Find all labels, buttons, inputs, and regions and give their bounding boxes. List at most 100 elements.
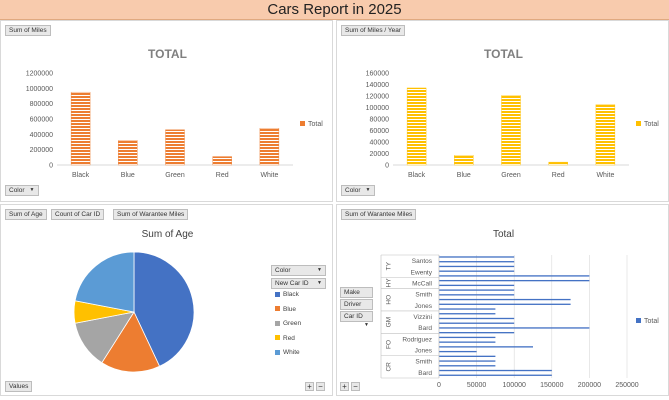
- y-tick-label: 200000: [30, 147, 53, 154]
- warantee-chart-title: Total: [492, 229, 515, 240]
- legend-item-green: Green: [275, 320, 301, 327]
- miles-chart-title: TOTAL: [148, 47, 187, 61]
- driver-label: Smith: [415, 359, 432, 366]
- sum-of-warantee-miles-field-button[interactable]: Sum of Warantee Miles: [341, 209, 417, 220]
- sum-of-warantee-miles-field-button[interactable]: Sum of Warantee Miles: [113, 209, 189, 220]
- sum-of-miles-field-button[interactable]: Sum of Miles: [5, 25, 51, 36]
- legend-swatch: [275, 291, 280, 297]
- bar: [439, 374, 552, 376]
- sum-of-age-field-button[interactable]: Sum of Age: [5, 209, 47, 220]
- x-tick-label: 200000: [578, 382, 601, 389]
- report-title: Cars Report in 2025: [0, 0, 669, 20]
- legend-label: Black: [283, 291, 299, 298]
- color-filter-dropdown[interactable]: Color ▼: [341, 185, 375, 196]
- car-id-row-filter[interactable]: Car ID ▼: [340, 311, 373, 328]
- warantee-bar-chart: 0 50000 100000 150000 200000 250000 Santos Ewen…: [380, 254, 659, 389]
- x-tick-label: 50000: [467, 382, 487, 389]
- expand-field-button[interactable]: +: [340, 382, 349, 391]
- driver-label: Jones: [415, 348, 433, 355]
- miles-panel: Sum of Miles TOTAL 0 200000 400000 600000 80…: [0, 20, 333, 202]
- car-id-row-filter-label: Car ID: [344, 313, 363, 320]
- age-chart-title: Sum of Age: [141, 229, 194, 240]
- bar-black: [70, 91, 91, 166]
- age-pie-chart: [73, 251, 195, 373]
- y-tick-label: 600000: [30, 117, 53, 124]
- x-tick-label: White: [260, 172, 278, 179]
- miles-year-chart-title: TOTAL: [484, 47, 523, 61]
- collapse-field-button[interactable]: −: [316, 382, 325, 391]
- bar: [439, 313, 496, 315]
- color-filter-label: Color: [345, 187, 361, 195]
- legend-swatch: [275, 335, 280, 341]
- legend-label: Total: [644, 318, 659, 325]
- driver-label: Vizzini: [413, 314, 432, 321]
- driver-label: Rodriguez: [402, 336, 432, 343]
- bar: [439, 365, 496, 367]
- x-tick-label: Black: [408, 172, 426, 179]
- make-label: HY: [386, 278, 393, 288]
- bar: [439, 261, 515, 263]
- x-tick-label: Red: [216, 172, 229, 179]
- x-tick-label: Red: [552, 172, 565, 179]
- legend-swatch: [300, 121, 305, 126]
- bar: [439, 284, 515, 287]
- legend-item-white: White: [275, 349, 300, 356]
- pie-slice-blue: [101, 311, 161, 373]
- driver-row-filter[interactable]: Driver▼: [340, 299, 373, 316]
- miles-bar-chart: 0 200000 400000 600000 800000 1000000 1200000 B…: [26, 71, 323, 180]
- bar-black: [406, 87, 427, 166]
- legend-swatch: [275, 349, 280, 355]
- bar: [439, 336, 496, 339]
- legend-swatch: [636, 121, 641, 126]
- x-tick-label: White: [596, 172, 614, 179]
- y-tick-label: 400000: [30, 132, 53, 139]
- chevron-down-icon: ▼: [317, 267, 322, 273]
- bar: [439, 270, 515, 272]
- bar: [439, 332, 515, 334]
- bar: [439, 350, 477, 353]
- bar-green: [501, 95, 521, 166]
- driver-label: Ewenty: [411, 269, 433, 276]
- bar-white: [259, 127, 280, 166]
- y-tick-label: 40000: [370, 140, 390, 147]
- bar: [439, 256, 515, 258]
- count-of-car-id-field-button[interactable]: Count of Car ID: [51, 209, 105, 220]
- make-row-filter[interactable]: Make▼: [340, 287, 373, 304]
- bar: [439, 265, 515, 268]
- chevron-down-icon: ▼: [365, 187, 371, 193]
- warantee-panel: Sum of Warantee Miles Total 0 50000 100000…: [336, 204, 669, 396]
- y-tick-label: 0: [385, 163, 389, 170]
- collapse-field-button[interactable]: −: [351, 382, 360, 391]
- bar: [439, 341, 496, 343]
- make-label: CR: [386, 362, 393, 372]
- bar: [439, 346, 533, 348]
- miles-year-bar-chart: 0 20000 40000 60000 80000 100000 120000 140000 1…: [366, 71, 660, 180]
- x-tick-label: Blue: [457, 172, 471, 179]
- bar-green: [165, 129, 185, 166]
- legend-label: Green: [283, 320, 302, 327]
- bar-red: [212, 156, 232, 166]
- chevron-down-icon: ▼: [317, 280, 322, 286]
- bar-red: [548, 161, 568, 166]
- miles-year-panel: Sum of Miles / Year TOTAL 0 20000 40000 600…: [336, 20, 669, 202]
- pie-slice-black: [133, 251, 195, 367]
- chevron-down-icon: ▼: [29, 187, 35, 193]
- x-tick-label: Blue: [121, 172, 135, 179]
- legend-item-blue: Blue: [275, 306, 296, 313]
- y-tick-label: 100000: [366, 105, 389, 112]
- driver-row-filter-label: Driver: [344, 301, 362, 308]
- bar: [439, 322, 515, 324]
- age-panel: Sum of Age Count of Car ID Sum of Warant…: [0, 204, 333, 396]
- expand-field-button[interactable]: +: [305, 382, 314, 391]
- values-field-button[interactable]: Values: [5, 381, 33, 392]
- color-legend-filter[interactable]: Color ▼: [271, 265, 326, 276]
- sum-of-miles-year-field-button[interactable]: Sum of Miles / Year: [341, 25, 405, 36]
- color-filter-label: Color: [9, 187, 25, 195]
- legend-label: Blue: [283, 305, 297, 313]
- color-legend-filter-label: Color: [275, 267, 291, 274]
- new-car-id-legend-filter[interactable]: New Car ID ▼: [271, 278, 326, 289]
- bar: [439, 279, 590, 282]
- color-filter-dropdown[interactable]: Color ▼: [5, 185, 39, 196]
- y-tick-label: 140000: [366, 82, 389, 89]
- driver-label: Bard: [418, 325, 432, 332]
